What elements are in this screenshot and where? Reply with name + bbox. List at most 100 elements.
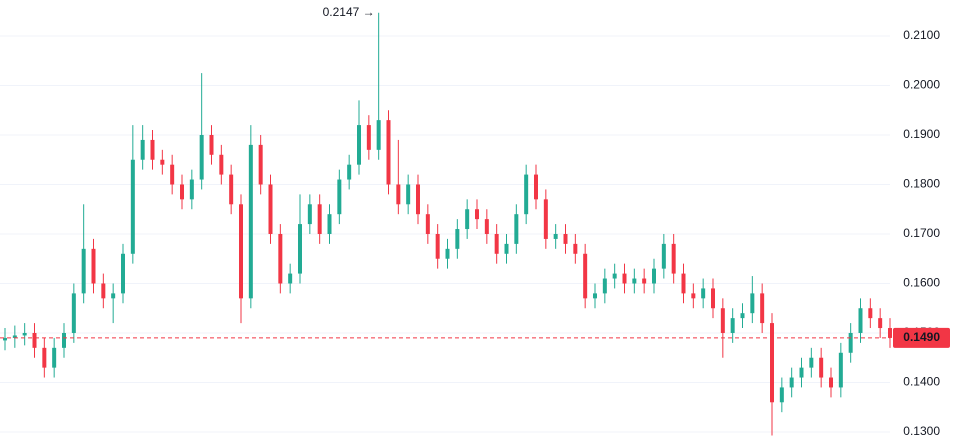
candle-body xyxy=(819,357,824,378)
candle-body xyxy=(524,174,529,215)
candle-body xyxy=(593,293,597,299)
candle-body xyxy=(425,214,430,234)
candle-body xyxy=(258,144,263,185)
candle-body xyxy=(691,293,696,299)
y-tick-label: 0.1600 xyxy=(903,276,940,290)
candle-body xyxy=(750,293,755,314)
candle-body xyxy=(111,293,116,299)
y-tick-label: 0.2000 xyxy=(903,78,940,92)
candle-body xyxy=(130,159,135,254)
candle-body xyxy=(504,243,509,254)
candle-body xyxy=(661,243,666,269)
high-annotation: 0.2147 → xyxy=(323,5,375,19)
y-tick-label: 0.1900 xyxy=(903,127,940,141)
candle-body xyxy=(219,154,224,175)
candle-body xyxy=(170,164,175,185)
candle-body xyxy=(180,184,184,200)
candle-body xyxy=(150,139,155,160)
candle-body xyxy=(209,134,214,155)
y-tick-label: 0.1700 xyxy=(903,226,940,240)
candle-body xyxy=(239,204,243,299)
candle-body xyxy=(494,233,499,254)
candle-body xyxy=(671,243,676,274)
candle-body xyxy=(327,214,332,234)
candle-body xyxy=(189,179,194,200)
candle-body xyxy=(799,367,804,378)
candle-body xyxy=(740,313,745,319)
y-tick-label: 0.1300 xyxy=(903,424,940,438)
last-price-box xyxy=(893,327,950,348)
y-tick-label: 0.1800 xyxy=(903,177,940,191)
candle-body xyxy=(288,273,293,284)
candle-body xyxy=(248,144,253,299)
candle-body xyxy=(583,253,588,299)
candle-body xyxy=(632,278,637,284)
candle-body xyxy=(121,253,125,294)
y-tick-label: 0.2100 xyxy=(903,28,940,42)
candle-body xyxy=(711,288,715,309)
candle-body xyxy=(317,204,322,234)
candle-body xyxy=(278,233,283,284)
candle-body xyxy=(563,233,568,244)
candle-body xyxy=(42,347,47,368)
candle-body xyxy=(357,125,361,165)
candle-body xyxy=(22,332,27,336)
candle-body xyxy=(337,179,342,215)
candle-body xyxy=(445,248,450,259)
candle-body xyxy=(307,204,312,225)
candle-body xyxy=(435,233,440,259)
candle-body xyxy=(160,159,165,165)
candle-body xyxy=(770,323,774,403)
candle-body xyxy=(838,352,843,388)
candle-body xyxy=(298,224,302,274)
candle-body xyxy=(229,174,234,205)
candle-body xyxy=(878,318,883,329)
candle-body xyxy=(386,120,391,185)
candle-body xyxy=(347,164,352,180)
candle-body xyxy=(101,283,106,299)
candle-body xyxy=(199,134,204,180)
candle-body xyxy=(730,318,735,333)
candle-body xyxy=(681,273,686,294)
y-tick-label: 0.1400 xyxy=(903,375,940,389)
candle-body xyxy=(622,273,627,284)
candle-body xyxy=(779,387,784,403)
candle-body xyxy=(829,377,833,388)
candle-body xyxy=(366,125,371,150)
candle-body xyxy=(701,288,706,299)
candle-body xyxy=(91,248,96,284)
candle-body xyxy=(396,184,401,205)
candle-body xyxy=(642,278,647,284)
candle-body xyxy=(81,248,86,294)
candle-body xyxy=(484,219,489,234)
candle-body xyxy=(573,243,578,254)
candle-body xyxy=(12,335,17,338)
candle-body xyxy=(3,337,7,341)
candle-body xyxy=(140,139,145,160)
candle-body xyxy=(534,174,538,200)
candle-body xyxy=(416,184,420,215)
candle-body xyxy=(858,308,863,333)
candle-body xyxy=(268,184,273,234)
candle-body xyxy=(376,120,381,150)
candle-body xyxy=(32,332,37,348)
candle-body xyxy=(455,229,460,249)
candle-body xyxy=(652,268,656,284)
candle-body xyxy=(52,347,57,368)
candle-body xyxy=(71,293,76,333)
candle-body xyxy=(514,214,519,244)
candle-body xyxy=(553,233,558,239)
candle-body xyxy=(868,308,873,319)
candle-body xyxy=(465,209,470,230)
candle-body xyxy=(760,293,765,324)
candle-body xyxy=(475,209,479,220)
candle-body xyxy=(612,273,617,279)
candle-body xyxy=(62,332,66,348)
candle-body xyxy=(406,184,411,205)
candle-body xyxy=(809,357,814,368)
candle-body xyxy=(602,278,607,294)
candle-body xyxy=(720,308,725,333)
last-price-label: 0.1490 xyxy=(903,330,940,344)
candle-body xyxy=(848,332,853,353)
